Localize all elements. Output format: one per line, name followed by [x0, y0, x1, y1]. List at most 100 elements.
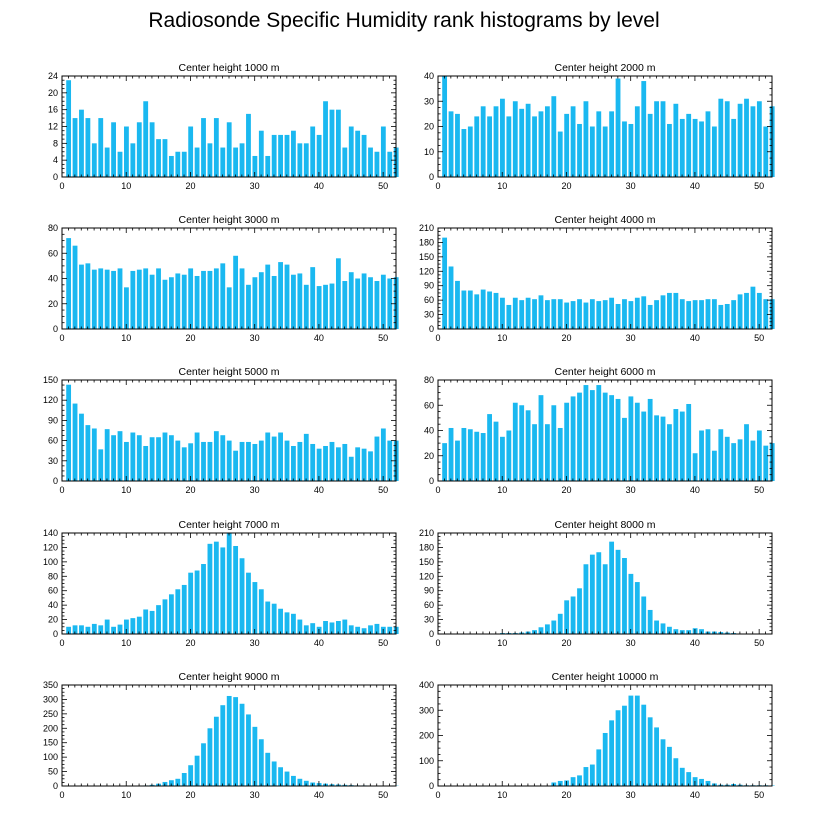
histogram-bar [252, 443, 258, 481]
y-tick-label: 140 [43, 528, 58, 538]
histogram-bar [342, 147, 348, 177]
histogram-bar [233, 545, 239, 634]
histogram-bar [474, 116, 480, 177]
x-tick-label: 40 [314, 333, 324, 343]
histogram-bar [512, 297, 518, 329]
histogram-bar [583, 101, 589, 177]
x-tick-label: 0 [435, 181, 440, 191]
y-tick-label: 4 [53, 155, 58, 165]
histogram-bar [679, 118, 685, 177]
histogram-bar [181, 584, 187, 634]
histogram-bar [130, 143, 136, 177]
histogram-bar [175, 589, 181, 634]
histogram-bar [361, 448, 367, 481]
x-tick-label: 50 [378, 790, 388, 800]
histogram-bar [374, 281, 380, 329]
histogram-bar [750, 286, 756, 329]
y-tick-label: 20 [424, 451, 434, 461]
histogram-bar [348, 126, 354, 177]
histogram-bar [577, 588, 582, 634]
x-tick-label: 0 [435, 790, 440, 800]
histogram-bar [335, 447, 341, 481]
y-tick-label: 300 [419, 705, 434, 715]
histogram-bar [220, 547, 226, 634]
histogram-bar [622, 121, 627, 177]
histogram-bar [335, 109, 341, 177]
histogram-bar [583, 564, 589, 634]
histogram-bar [72, 118, 78, 177]
histogram-bar [570, 301, 576, 329]
histogram-bar [737, 103, 743, 177]
x-tick-label: 30 [626, 638, 636, 648]
y-tick-label: 12 [48, 122, 58, 132]
chart-panel: Center height 2000 m 0 10 20 30 40 50 0 10 20 30 40 [424, 62, 775, 191]
histogram-bar [564, 402, 570, 481]
histogram-bar [686, 772, 692, 786]
histogram-bar [589, 390, 595, 481]
x-tick-label: 10 [497, 181, 507, 191]
x-tick-label: 50 [378, 638, 388, 648]
panel-title: Center height 9000 m [179, 671, 280, 683]
histogram-bar [634, 297, 640, 329]
histogram-bar [387, 440, 393, 481]
histogram-bar [763, 445, 769, 481]
x-tick-label: 50 [754, 790, 764, 800]
histogram-bar [596, 552, 602, 634]
y-tick-label: 16 [48, 105, 58, 115]
panel-title: Center height 2000 m [555, 62, 656, 74]
histogram-bar [252, 155, 258, 177]
histogram-bar [355, 130, 361, 177]
histogram-bar [724, 303, 730, 329]
x-tick-label: 0 [59, 790, 64, 800]
histogram-bar [692, 300, 698, 329]
y-tick-label: 80 [424, 375, 434, 385]
histogram-bar [609, 395, 615, 481]
histogram-bar [544, 106, 550, 177]
histogram-bar [201, 743, 206, 786]
histogram-bar [718, 429, 724, 481]
histogram-bar [124, 287, 129, 329]
histogram-bar [188, 268, 194, 329]
histogram-bar [756, 292, 762, 329]
histogram-bar [348, 625, 354, 634]
y-tick-label: 0 [53, 781, 58, 791]
histogram-bar [117, 268, 123, 329]
histogram-bar [570, 777, 576, 786]
histogram-bar [634, 582, 640, 634]
histogram-bar [711, 299, 717, 329]
y-tick-label: 24 [48, 71, 58, 81]
chart-panel: Center height 9000 m 0 10 20 30 40 50 0 50 100 150… [43, 671, 399, 800]
histogram-bar [310, 267, 316, 329]
histogram-bar [265, 155, 271, 177]
histogram-bar [654, 620, 659, 634]
histogram-bar [519, 108, 525, 177]
histogram-bar [194, 570, 200, 634]
histogram-bar [455, 113, 460, 178]
histogram-bar [602, 564, 608, 634]
histogram-bar [544, 300, 550, 329]
histogram-bar [136, 122, 142, 177]
histogram-bar [284, 264, 290, 329]
histogram-bar [201, 118, 206, 177]
y-tick-label: 40 [48, 600, 58, 610]
x-tick-label: 50 [378, 333, 388, 343]
histogram-bar [654, 415, 659, 481]
histogram-bar [130, 618, 136, 634]
histogram-bar [615, 549, 621, 634]
histogram-bar [699, 121, 704, 177]
histogram-bar [557, 613, 563, 634]
histogram-bar [705, 429, 711, 481]
histogram-bar [79, 413, 84, 481]
histogram-bar [220, 263, 226, 329]
histogram-bar [91, 428, 97, 481]
y-tick-label: 60 [424, 400, 434, 410]
y-tick-label: 40 [48, 274, 58, 284]
histogram-bar [577, 123, 582, 177]
histogram-bar [455, 440, 460, 481]
histogram-bar [291, 274, 296, 329]
x-tick-label: 30 [626, 181, 636, 191]
histogram-bar [149, 610, 155, 634]
histogram-bar [583, 385, 589, 481]
histogram-bar [519, 300, 525, 329]
histogram-bar [226, 695, 232, 786]
